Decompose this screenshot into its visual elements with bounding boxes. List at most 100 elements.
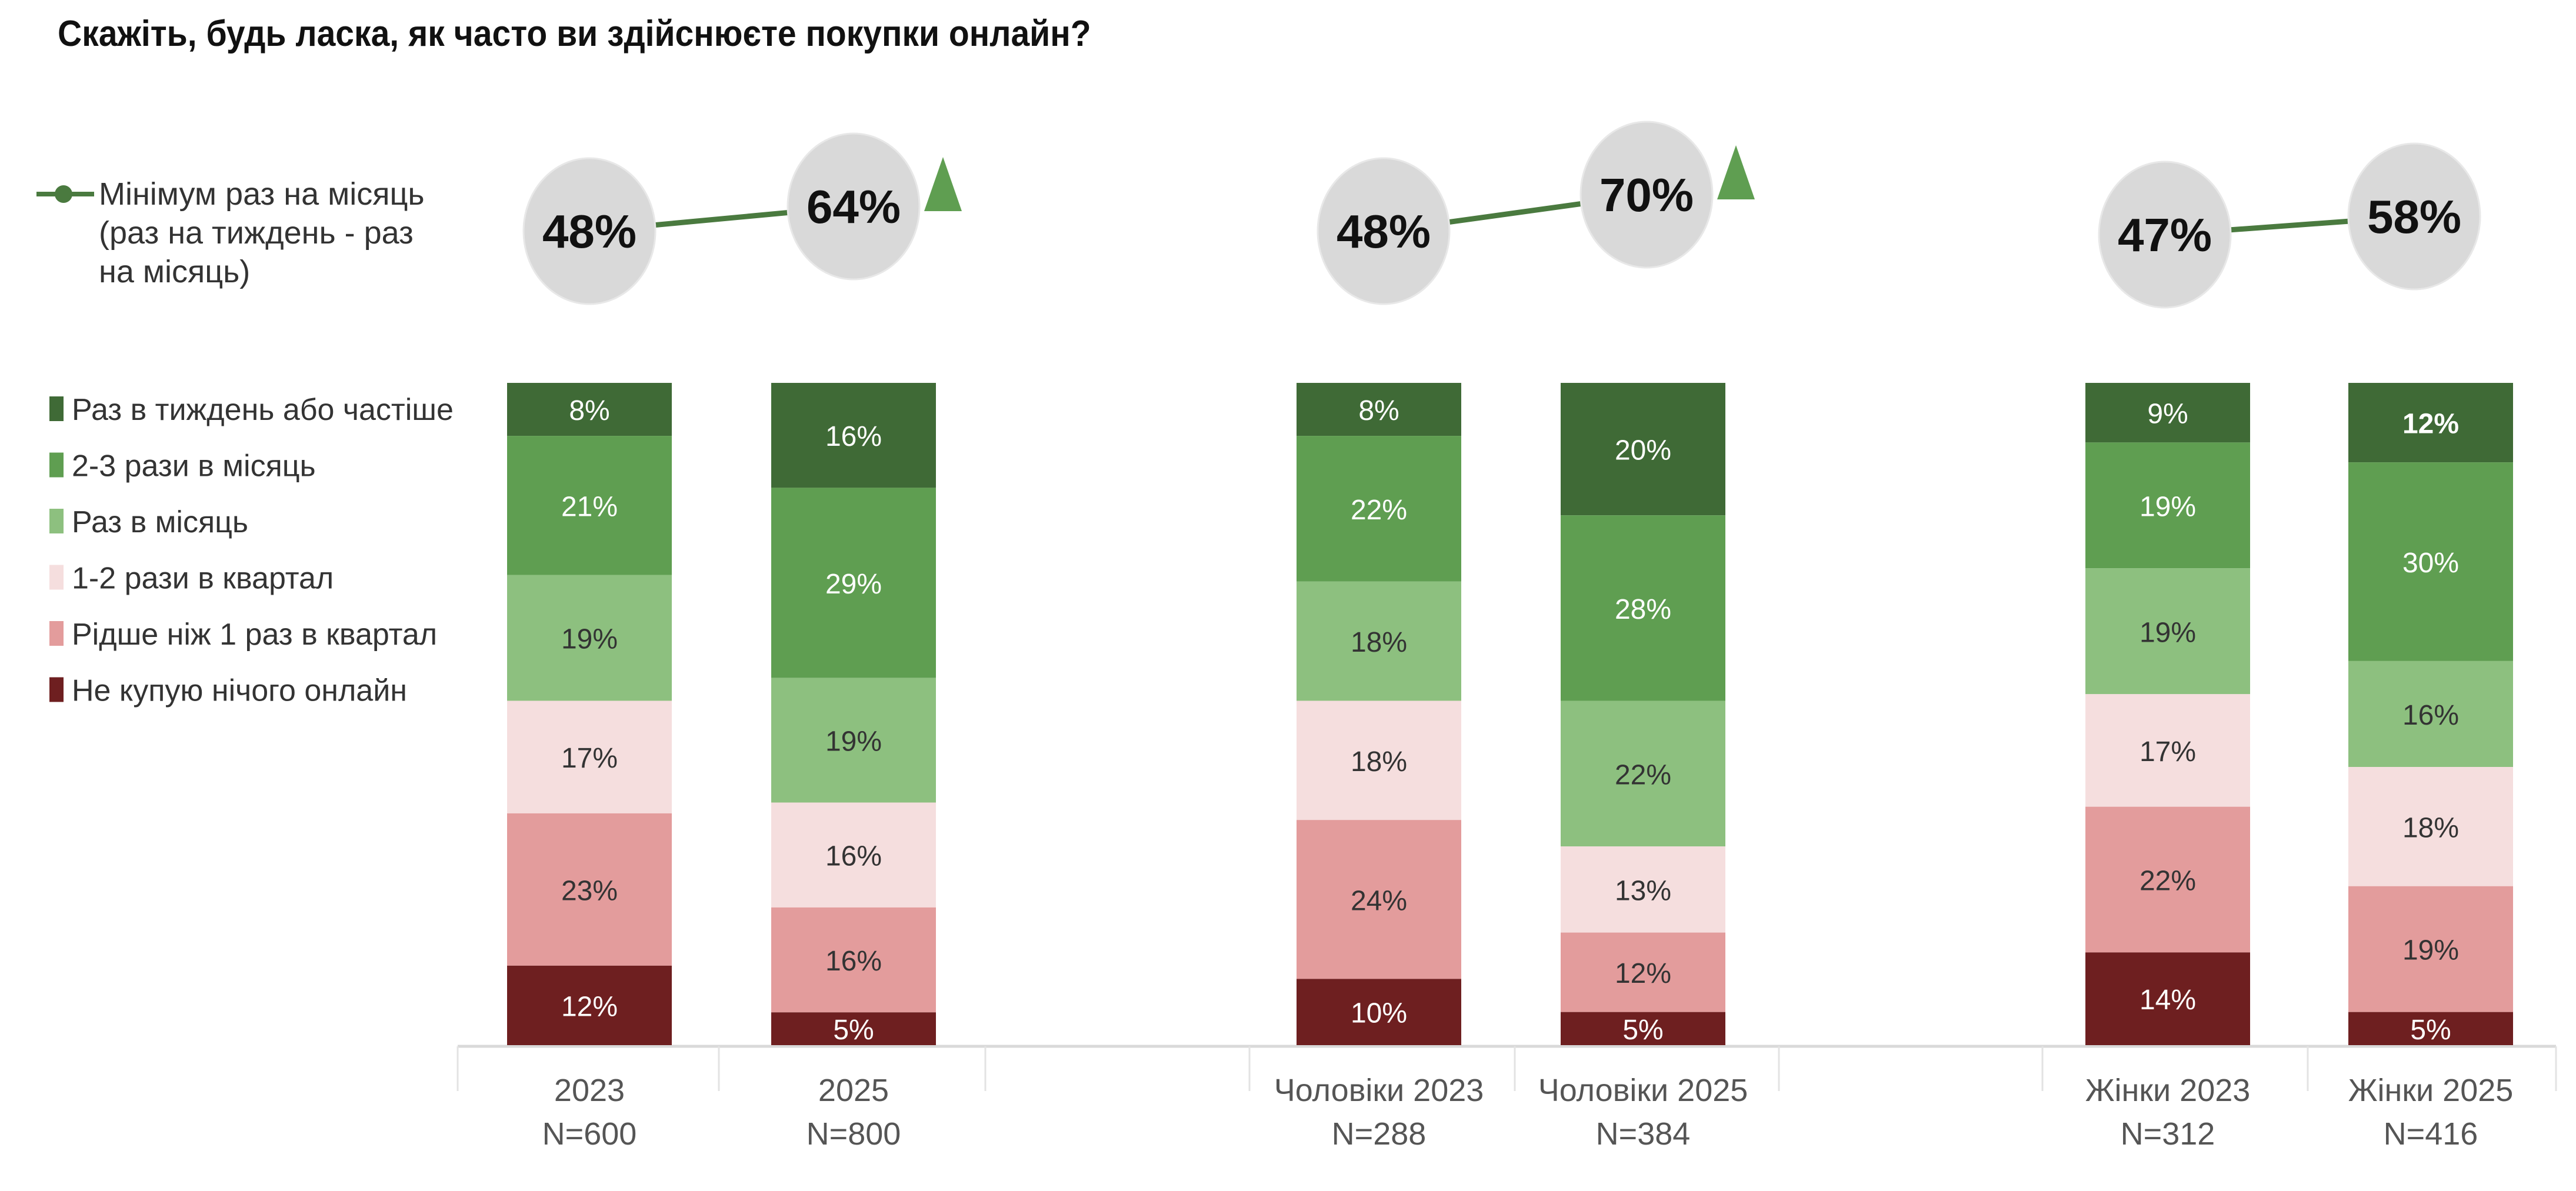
bar-segment bbox=[771, 907, 936, 1013]
data-label: 16% bbox=[825, 421, 882, 452]
data-label: 23% bbox=[561, 875, 618, 906]
legend-swatch bbox=[49, 621, 64, 646]
data-label: 30% bbox=[2402, 548, 2459, 579]
legend-label: Раз в тиждень або частіше bbox=[72, 393, 454, 427]
category-n-label: N=600 bbox=[542, 1116, 637, 1152]
data-label: 21% bbox=[561, 491, 618, 522]
line-legend-label: Мінімум раз на місяць bbox=[99, 176, 425, 212]
legend-swatch bbox=[49, 565, 64, 590]
bar-segment bbox=[1297, 383, 1461, 436]
legend-line-dot-icon bbox=[55, 185, 72, 203]
bar-segment bbox=[507, 813, 672, 966]
category-n-label: N=416 bbox=[2384, 1116, 2478, 1152]
bar-segment bbox=[771, 488, 936, 678]
data-label: 19% bbox=[2140, 491, 2196, 522]
data-label: 20% bbox=[1615, 435, 1671, 466]
data-label: 8% bbox=[1358, 395, 1399, 426]
legend-label: 1-2 рази в квартал bbox=[72, 562, 334, 596]
bar-segment bbox=[507, 700, 672, 813]
bar-segment bbox=[1561, 932, 1725, 1012]
category-n-label: N=288 bbox=[1332, 1116, 1427, 1152]
bar-segment bbox=[2348, 886, 2513, 1012]
bar-segment bbox=[1561, 515, 1725, 701]
data-label: 18% bbox=[1351, 746, 1407, 778]
legend-label: Раз в місяць bbox=[72, 505, 248, 539]
bar-segment bbox=[1297, 436, 1461, 582]
bar-segment bbox=[771, 802, 936, 908]
data-label: 14% bbox=[2140, 985, 2196, 1016]
category-n-label: N=384 bbox=[1596, 1116, 1691, 1152]
bar-segment bbox=[1561, 700, 1725, 847]
bubble-value: 48% bbox=[542, 205, 636, 258]
data-label: 18% bbox=[2402, 812, 2459, 843]
bar-segment bbox=[771, 1012, 936, 1045]
category-label: Чоловіки 2023 bbox=[1274, 1073, 1484, 1108]
legend-label: Рідше ніж 1 раз в квартал bbox=[72, 618, 437, 652]
bar-segment bbox=[2348, 660, 2513, 768]
category-label: 2023 bbox=[554, 1073, 625, 1108]
category-label: 2025 bbox=[818, 1073, 889, 1108]
bar-segment bbox=[1297, 700, 1461, 820]
category-label: Чоловіки 2025 bbox=[1538, 1073, 1748, 1108]
data-label: 28% bbox=[1615, 594, 1671, 625]
data-label: 19% bbox=[2140, 617, 2196, 648]
category-label: Жінки 2023 bbox=[2085, 1073, 2251, 1108]
data-label: 5% bbox=[2410, 1015, 2451, 1046]
bar-segment bbox=[1297, 820, 1461, 979]
data-label: 22% bbox=[1351, 495, 1407, 526]
data-label: 5% bbox=[833, 1015, 874, 1046]
bar-segment bbox=[771, 678, 936, 803]
value-bubble bbox=[1317, 157, 1451, 305]
data-label: 5% bbox=[1622, 1015, 1663, 1046]
line-legend-label: на місяць) bbox=[99, 254, 250, 289]
bar-segment bbox=[2085, 568, 2250, 695]
data-label: 29% bbox=[825, 569, 882, 600]
value-bubble bbox=[2347, 142, 2481, 291]
increase-triangle-icon bbox=[1717, 145, 1755, 199]
bar-segment bbox=[2085, 952, 2250, 1045]
category-n-label: N=800 bbox=[807, 1116, 901, 1152]
value-bubble bbox=[787, 132, 921, 281]
bar-segment bbox=[507, 965, 672, 1045]
bar-segment bbox=[507, 436, 672, 575]
bubble-value: 70% bbox=[1599, 169, 1694, 221]
increase-triangle-icon bbox=[924, 157, 962, 211]
bar-segment bbox=[2348, 1012, 2513, 1045]
legend-swatch bbox=[49, 396, 64, 421]
bar-segment bbox=[2085, 806, 2250, 953]
data-label: 19% bbox=[561, 624, 618, 655]
bar-segment bbox=[1561, 846, 1725, 933]
category-label: Жінки 2025 bbox=[2348, 1073, 2514, 1108]
value-bubble bbox=[522, 157, 657, 305]
data-label: 16% bbox=[2402, 700, 2459, 731]
bar-segment bbox=[1561, 1012, 1725, 1045]
value-bubble bbox=[1579, 121, 1714, 269]
bar-segment bbox=[2085, 442, 2250, 569]
bubble-value: 64% bbox=[807, 181, 901, 233]
data-label: 8% bbox=[569, 395, 609, 426]
data-label: 22% bbox=[2140, 866, 2196, 897]
data-label: 22% bbox=[1615, 759, 1671, 790]
bar-segment bbox=[2085, 694, 2250, 807]
data-label: 12% bbox=[1615, 958, 1671, 989]
bar-segment bbox=[771, 383, 936, 488]
bar-segment bbox=[2348, 383, 2513, 463]
data-label: 13% bbox=[1615, 875, 1671, 906]
data-label: 17% bbox=[561, 743, 618, 774]
data-label: 18% bbox=[1351, 627, 1407, 658]
data-label: 12% bbox=[561, 991, 618, 1022]
bar-segment bbox=[507, 383, 672, 436]
bubble-value: 47% bbox=[2118, 209, 2212, 261]
bar-segment bbox=[2085, 383, 2250, 443]
data-label: 19% bbox=[825, 726, 882, 758]
data-label: 12% bbox=[2402, 409, 2459, 440]
data-label: 9% bbox=[2147, 399, 2188, 430]
category-n-label: N=312 bbox=[2121, 1116, 2215, 1152]
legend-swatch bbox=[49, 677, 64, 702]
data-label: 16% bbox=[825, 946, 882, 977]
line-legend-label: (раз на тиждень - раз bbox=[99, 215, 414, 251]
value-bubble bbox=[2098, 161, 2232, 309]
chart-title: Скажіть, будь ласка, як часто ви здійсню… bbox=[58, 14, 1091, 54]
bar-segment bbox=[507, 575, 672, 701]
